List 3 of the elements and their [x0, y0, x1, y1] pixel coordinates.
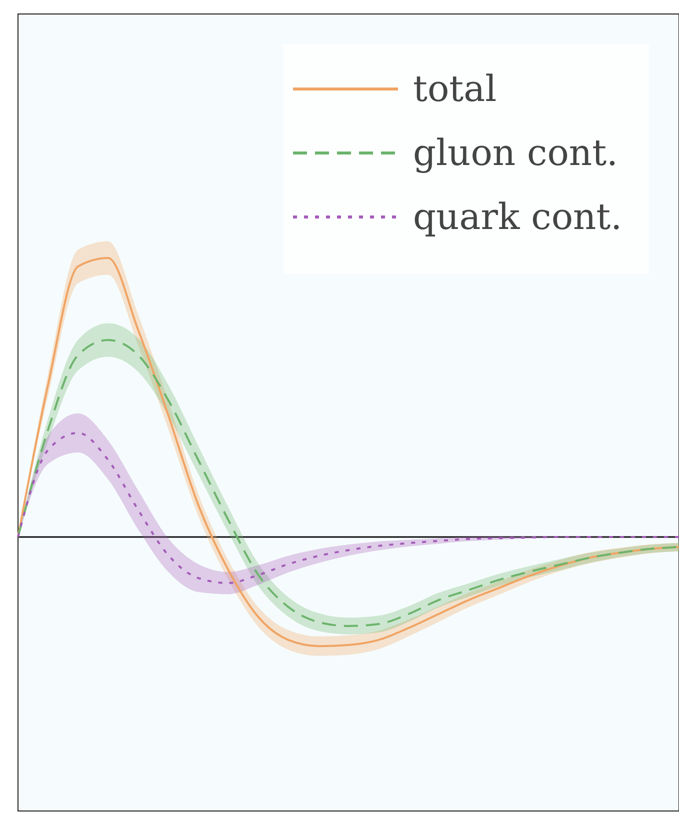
legend-label: quark cont. — [413, 197, 622, 238]
legend-label: gluon cont. — [413, 133, 618, 174]
legend-label: total — [413, 69, 497, 110]
